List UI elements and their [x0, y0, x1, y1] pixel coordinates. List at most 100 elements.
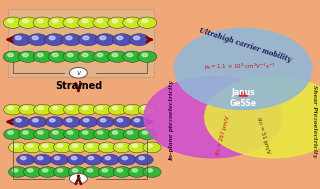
- Circle shape: [23, 131, 28, 134]
- Circle shape: [83, 131, 88, 134]
- Circle shape: [54, 156, 60, 160]
- Circle shape: [78, 104, 97, 115]
- Circle shape: [67, 53, 73, 57]
- Circle shape: [108, 129, 126, 139]
- Circle shape: [142, 131, 148, 134]
- Circle shape: [23, 106, 28, 110]
- Circle shape: [93, 129, 112, 139]
- Circle shape: [66, 36, 72, 40]
- Circle shape: [49, 104, 67, 115]
- Circle shape: [67, 154, 85, 165]
- Circle shape: [96, 116, 115, 127]
- Circle shape: [12, 144, 18, 147]
- Circle shape: [78, 34, 99, 46]
- Circle shape: [68, 131, 73, 134]
- Circle shape: [83, 36, 89, 40]
- Text: In-plane piezoelectricity: In-plane piezoelectricity: [169, 81, 174, 161]
- Text: d₂₂ = 267 pm/V: d₂₂ = 267 pm/V: [215, 115, 231, 156]
- Circle shape: [28, 116, 47, 127]
- Circle shape: [144, 77, 282, 158]
- Circle shape: [3, 51, 22, 62]
- Circle shape: [78, 17, 97, 28]
- Circle shape: [127, 131, 133, 134]
- Circle shape: [28, 144, 33, 147]
- Circle shape: [87, 144, 93, 147]
- Circle shape: [88, 156, 94, 160]
- Circle shape: [79, 116, 98, 127]
- Circle shape: [62, 116, 81, 127]
- Circle shape: [28, 34, 48, 46]
- Circle shape: [18, 17, 37, 28]
- Circle shape: [102, 169, 108, 172]
- Text: Janus
GeSSe: Janus GeSSe: [230, 88, 257, 108]
- Circle shape: [49, 36, 55, 40]
- Circle shape: [93, 104, 112, 115]
- Circle shape: [123, 51, 142, 62]
- Circle shape: [132, 144, 138, 147]
- Text: d₁₅ = 51 pm/V: d₁₅ = 51 pm/V: [256, 117, 270, 154]
- Circle shape: [15, 36, 21, 40]
- Circle shape: [38, 106, 43, 110]
- Circle shape: [12, 169, 18, 172]
- Text: $\mu_h$= 1.1 × 10$^3$ cm$^2$V$^{-1}$s$^{-1}$: $\mu_h$= 1.1 × 10$^3$ cm$^2$V$^{-1}$s$^{…: [204, 62, 276, 72]
- Circle shape: [147, 144, 152, 147]
- Circle shape: [37, 19, 43, 23]
- Circle shape: [4, 104, 22, 115]
- Circle shape: [52, 106, 58, 110]
- Circle shape: [50, 119, 55, 122]
- Circle shape: [113, 116, 132, 127]
- Circle shape: [112, 19, 118, 23]
- Circle shape: [112, 131, 118, 134]
- Circle shape: [45, 116, 64, 127]
- Circle shape: [97, 19, 103, 23]
- Circle shape: [38, 167, 57, 177]
- Circle shape: [8, 53, 13, 57]
- Circle shape: [38, 131, 43, 134]
- Circle shape: [98, 142, 116, 153]
- Circle shape: [130, 116, 148, 127]
- Circle shape: [68, 106, 73, 110]
- Circle shape: [84, 119, 89, 122]
- Circle shape: [98, 167, 116, 177]
- Circle shape: [3, 17, 22, 28]
- Circle shape: [49, 129, 67, 139]
- Circle shape: [8, 106, 13, 110]
- Circle shape: [33, 17, 52, 28]
- Circle shape: [44, 34, 65, 46]
- Circle shape: [138, 104, 156, 115]
- Circle shape: [43, 169, 48, 172]
- Circle shape: [128, 142, 146, 153]
- Circle shape: [83, 142, 101, 153]
- Circle shape: [8, 19, 13, 23]
- Circle shape: [129, 34, 149, 46]
- Circle shape: [142, 106, 148, 110]
- Circle shape: [71, 156, 77, 160]
- Circle shape: [17, 154, 35, 165]
- Circle shape: [53, 167, 72, 177]
- Circle shape: [138, 51, 157, 62]
- Circle shape: [143, 142, 161, 153]
- Circle shape: [48, 51, 67, 62]
- Circle shape: [82, 19, 88, 23]
- Circle shape: [142, 19, 148, 23]
- Circle shape: [123, 104, 141, 115]
- Circle shape: [37, 53, 43, 57]
- Circle shape: [78, 51, 97, 62]
- Circle shape: [19, 129, 37, 139]
- Circle shape: [9, 167, 27, 177]
- Circle shape: [142, 53, 148, 57]
- Circle shape: [78, 129, 97, 139]
- Circle shape: [112, 53, 118, 57]
- FancyBboxPatch shape: [8, 9, 154, 77]
- Circle shape: [139, 156, 144, 160]
- Circle shape: [102, 144, 108, 147]
- Text: Strained: Strained: [55, 81, 102, 91]
- Circle shape: [93, 51, 112, 62]
- Circle shape: [97, 53, 103, 57]
- Circle shape: [67, 119, 72, 122]
- Circle shape: [9, 142, 27, 153]
- Circle shape: [38, 142, 57, 153]
- Circle shape: [105, 156, 111, 160]
- Circle shape: [135, 154, 153, 165]
- Circle shape: [108, 51, 127, 62]
